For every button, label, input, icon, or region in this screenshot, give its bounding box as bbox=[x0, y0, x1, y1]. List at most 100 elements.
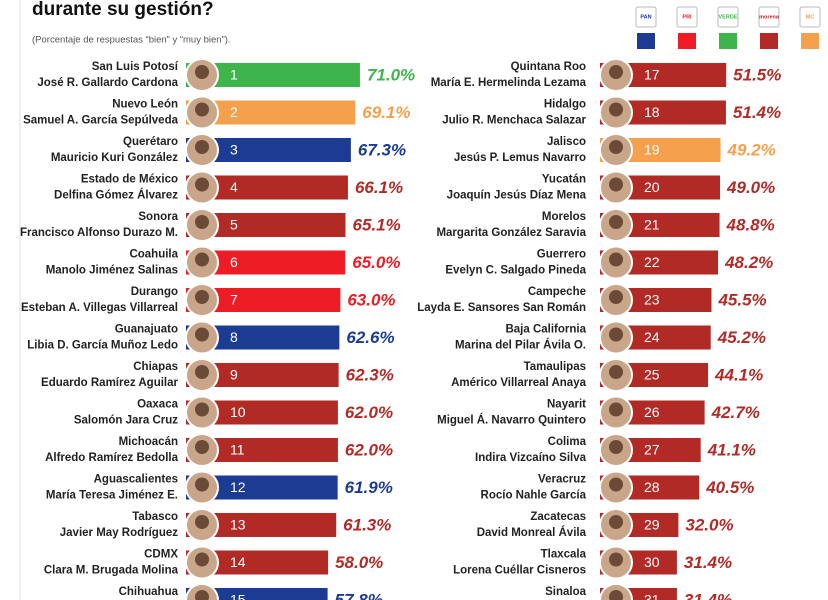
value-label: 32.0% bbox=[685, 515, 733, 534]
rank-label: 5 bbox=[230, 217, 238, 233]
state-label: Zacatecas bbox=[530, 511, 586, 523]
value-label: 31.4% bbox=[684, 553, 732, 572]
photo-head bbox=[195, 252, 209, 267]
state-label: Querétaro bbox=[123, 136, 178, 148]
state-label: Jalisco bbox=[547, 136, 586, 148]
value-label: 57.8% bbox=[335, 590, 383, 600]
rank-label: 24 bbox=[644, 329, 660, 345]
legend-logo bbox=[717, 6, 739, 28]
bar bbox=[186, 588, 328, 600]
photo-head bbox=[195, 590, 209, 600]
photo-head bbox=[195, 440, 209, 454]
value-label: 65.1% bbox=[352, 215, 400, 234]
governor-label: Samuel A. García Sepúlveda bbox=[23, 115, 178, 127]
photo-head bbox=[609, 402, 623, 417]
legend-label: VERDE bbox=[719, 14, 738, 20]
governor-label: Joaquín Jesús Díaz Mena bbox=[447, 190, 587, 202]
value-label: 51.5% bbox=[733, 65, 781, 84]
governor-label: María Teresa Jiménez E. bbox=[46, 490, 178, 502]
chart-subtitle: (Porcentaje de respuestas “bien” y “muy … bbox=[32, 35, 231, 46]
value-label: 61.9% bbox=[345, 478, 393, 497]
photo-head bbox=[195, 65, 209, 79]
state-label: Durango bbox=[131, 286, 178, 298]
photo-head bbox=[609, 327, 623, 342]
photo-head bbox=[609, 177, 623, 192]
state-label: Guanajuato bbox=[115, 324, 178, 336]
value-label: 71.0% bbox=[367, 65, 415, 84]
legend-logo bbox=[676, 6, 698, 28]
photo-head bbox=[195, 402, 209, 417]
value-label: 42.7% bbox=[711, 403, 760, 422]
governor-label: David Monreal Ávila bbox=[477, 526, 587, 539]
photo-head bbox=[609, 290, 623, 304]
legend-swatch bbox=[637, 33, 655, 49]
value-label: 62.0% bbox=[345, 403, 393, 422]
rank-label: 3 bbox=[230, 142, 238, 158]
rank-label: 26 bbox=[644, 404, 660, 420]
state-label: Yucatán bbox=[542, 174, 586, 186]
photo-head bbox=[609, 440, 623, 454]
state-label: San Luis Potosí bbox=[92, 61, 179, 73]
state-label: Morelos bbox=[542, 211, 586, 223]
governor-label: Layda E. Sansores San Román bbox=[417, 302, 586, 314]
state-label: Sonora bbox=[138, 211, 178, 223]
rank-label: 20 bbox=[644, 179, 660, 195]
value-label: 44.1% bbox=[714, 365, 763, 384]
photo-head bbox=[195, 102, 209, 117]
state-label: Chiapas bbox=[133, 361, 178, 373]
state-label: Tabasco bbox=[132, 511, 178, 523]
value-label: 61.3% bbox=[343, 515, 391, 534]
state-label: Aguascalientes bbox=[94, 474, 178, 486]
photo-head bbox=[195, 140, 209, 154]
state-label: Colima bbox=[548, 436, 587, 448]
value-label: 62.0% bbox=[345, 440, 393, 459]
state-label: Michoacán bbox=[119, 436, 178, 448]
value-label: 58.0% bbox=[335, 553, 383, 572]
legend-logo bbox=[758, 6, 780, 28]
value-label: 66.1% bbox=[355, 178, 403, 197]
value-label: 62.3% bbox=[346, 365, 394, 384]
legend-logo bbox=[799, 6, 821, 28]
photo-head bbox=[609, 65, 623, 79]
photo-head bbox=[195, 365, 209, 379]
photo-head bbox=[609, 252, 623, 267]
state-label: CDMX bbox=[144, 549, 178, 561]
photo-head bbox=[609, 102, 623, 117]
photo-head bbox=[609, 140, 623, 154]
legend-logo bbox=[635, 6, 657, 28]
value-label: 67.3% bbox=[358, 140, 406, 159]
governor-label: Salomón Jara Cruz bbox=[74, 415, 178, 427]
value-label: 69.1% bbox=[362, 103, 410, 122]
chart-title: durante su gestión? bbox=[32, 0, 214, 20]
rank-label: 8 bbox=[230, 329, 238, 345]
legend-swatch bbox=[760, 33, 778, 49]
value-label: 49.2% bbox=[727, 140, 776, 159]
state-label: Guerrero bbox=[537, 249, 586, 261]
governor-label: Eduardo Ramírez Aguilar bbox=[41, 377, 178, 389]
rank-label: 4 bbox=[230, 179, 238, 195]
value-label: 48.2% bbox=[724, 253, 773, 272]
governor-label: Marina del Pilar Ávila O. bbox=[455, 339, 586, 352]
state-label: Nuevo León bbox=[112, 99, 178, 111]
legend-label: MC bbox=[806, 14, 815, 20]
photo-head bbox=[195, 215, 209, 229]
governor-label: Mauricio Kuri González bbox=[51, 152, 178, 164]
value-label: 41.1% bbox=[707, 440, 756, 459]
rank-label: 2 bbox=[230, 104, 238, 120]
state-label: Coahuila bbox=[129, 249, 178, 261]
photo-head bbox=[195, 290, 209, 304]
governor-label: Margarita González Saravia bbox=[436, 227, 586, 239]
governor-label: Manolo Jiménez Salinas bbox=[46, 265, 178, 277]
rank-label: 1 bbox=[230, 67, 238, 83]
governor-label: Libia D. García Muñoz Ledo bbox=[27, 340, 178, 352]
rank-label: 19 bbox=[644, 142, 660, 158]
state-label: Veracruz bbox=[538, 474, 586, 486]
governor-label: Javier May Rodríguez bbox=[60, 527, 178, 539]
rank-label: 17 bbox=[644, 67, 660, 83]
rank-label: 22 bbox=[644, 254, 660, 270]
photo-head bbox=[195, 515, 209, 529]
legend-label: PAN bbox=[640, 14, 651, 20]
rank-label: 6 bbox=[230, 254, 238, 270]
